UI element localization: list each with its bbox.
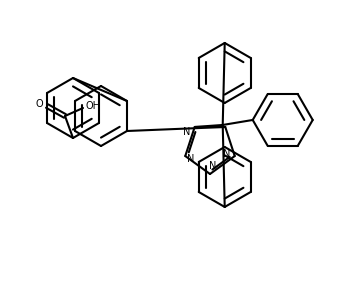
Text: N: N [209, 161, 217, 171]
Text: N: N [183, 127, 190, 137]
Text: N: N [187, 154, 194, 164]
Text: OH: OH [85, 101, 100, 111]
Text: N: N [223, 149, 230, 159]
Text: O: O [35, 99, 43, 109]
